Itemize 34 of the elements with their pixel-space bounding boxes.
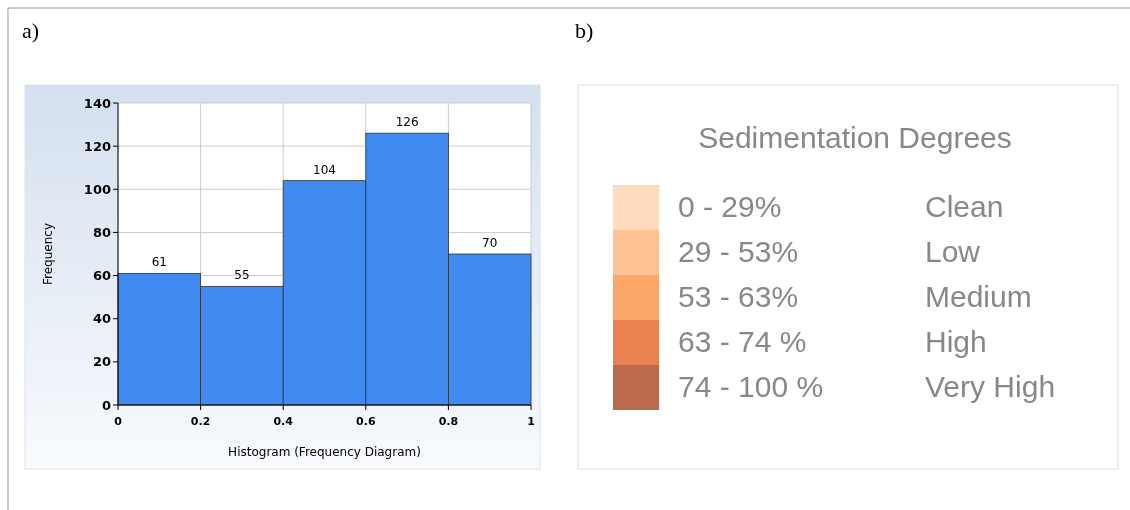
x-tick-label: 0.4 [273,415,294,428]
x-axis-title: Histogram (Frequency Diagram) [228,445,421,459]
data-label: 61 [151,255,167,270]
text: Low [925,235,981,268]
x-tick-label: 0.6 [356,415,376,428]
data-label: 104 [313,162,336,177]
data-label: 70 [482,236,498,250]
text: Clean [925,190,1004,223]
text: Very High [925,370,1056,403]
y-tick-label: 100 [83,181,111,197]
y-tick-label: 0 [101,397,111,413]
y-tick-label: 60 [92,268,111,284]
text: a) [22,18,40,43]
y-tick-label: 120 [83,138,111,154]
y-tick-label: 40 [92,311,111,327]
y-tick-label: 20 [92,354,111,370]
category-label: 29 - 53% [678,235,799,268]
category-label: 63 - 74 % [678,325,807,358]
data-label: 55 [234,268,250,283]
data-label: 126 [395,115,419,130]
category-label: 74 - 100 % [678,370,824,403]
y-tick-label: 140 [83,95,111,111]
text: Medium [925,280,1032,313]
text: Sedimentation Degrees [698,121,1012,154]
category-label: 53 - 63% [678,280,799,313]
x-tick-label: 1 [527,415,535,428]
x-tick-label: 0 [114,415,123,428]
x-tick-label: 0.2 [190,415,211,428]
x-tick-label: 0.8 [438,415,459,428]
y-tick-label: 80 [92,224,111,240]
text: b) [575,18,594,43]
text: High [925,325,987,358]
category-label: 0 - 29% [678,190,782,223]
y-axis-title: Frequency [41,223,55,285]
